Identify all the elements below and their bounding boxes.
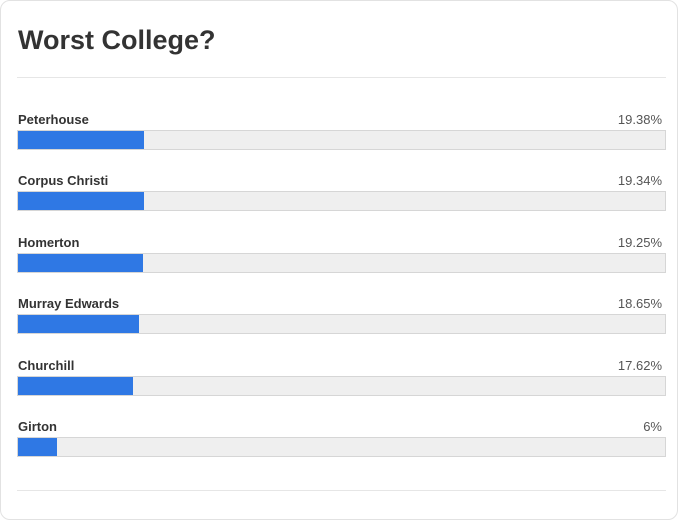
poll-title: Worst College? — [18, 25, 216, 55]
result-bar-fill — [18, 377, 133, 395]
option-percent: 19.25% — [617, 235, 662, 250]
result-bar-track — [17, 253, 666, 273]
result-bar-track — [17, 130, 666, 150]
poll-option-churchill: Churchill 17.62% — [17, 358, 666, 408]
option-label: Peterhouse — [18, 112, 89, 127]
poll-option-corpus-christi: Corpus Christi 19.34% — [17, 173, 666, 223]
result-bar-track — [17, 314, 666, 334]
footer-divider — [17, 490, 666, 491]
option-percent: 18.65% — [617, 296, 662, 311]
poll-option-murray-edwards: Murray Edwards 18.65% — [17, 296, 666, 346]
option-percent: 17.62% — [617, 358, 662, 373]
option-percent: 19.34% — [617, 173, 662, 188]
result-bar-fill — [18, 438, 58, 456]
poll-option-peterhouse: Peterhouse 19.38% — [17, 112, 666, 162]
result-bar-fill — [18, 254, 144, 272]
option-label: Homerton — [18, 235, 80, 250]
option-percent: 6% — [643, 419, 662, 434]
option-percent: 19.38% — [617, 112, 662, 127]
result-bar-fill — [18, 192, 144, 210]
option-label: Corpus Christi — [18, 173, 109, 188]
result-bar-track — [17, 437, 666, 457]
result-bar-track — [17, 376, 666, 396]
title-divider — [17, 77, 666, 78]
option-label: Girton — [18, 419, 57, 434]
option-label: Murray Edwards — [18, 296, 120, 311]
result-bar-track — [17, 191, 666, 211]
poll-option-girton: Girton 6% — [17, 419, 666, 469]
result-bar-fill — [18, 131, 145, 149]
result-bar-fill — [18, 315, 140, 333]
poll-option-homerton: Homerton 19.25% — [17, 235, 666, 285]
option-label: Churchill — [18, 358, 75, 373]
